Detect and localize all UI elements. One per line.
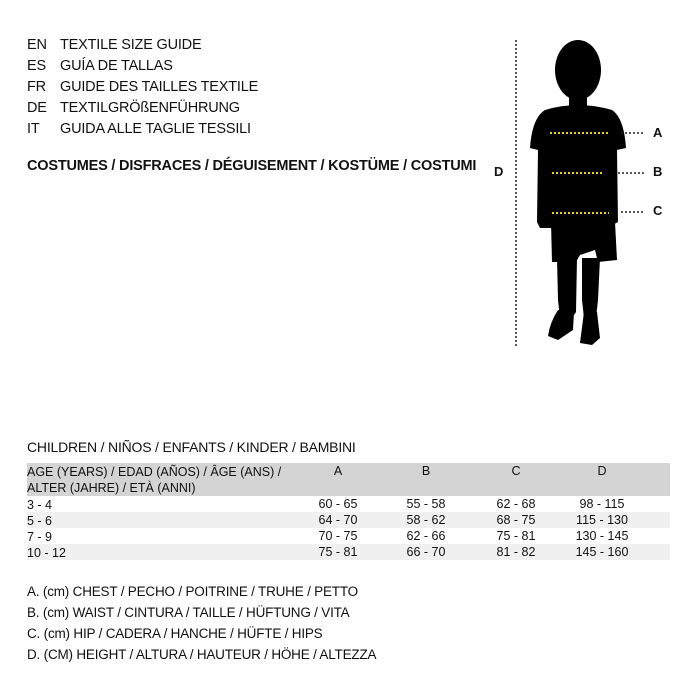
size-cell: 81 - 82: [496, 545, 536, 559]
age-header: AGE (YEARS) / EDAD (AÑOS) / ÂGE (ANS) / A…: [27, 464, 287, 496]
age-cell: 5 - 6: [27, 514, 53, 528]
title-text: GUIDE DES TAILLES TEXTILE: [60, 79, 259, 95]
lang-code: ES: [27, 58, 46, 74]
size-cell: 66 - 70: [406, 545, 446, 559]
category-heading: COSTUMES / DISFRACES / DÉGUISEMENT / KOS…: [27, 158, 477, 174]
size-cell: 115 - 130: [576, 513, 628, 527]
size-cell: 68 - 75: [496, 513, 536, 527]
lang-code: EN: [27, 37, 47, 53]
measure-guides: [550, 132, 609, 214]
title-text: GUÍA DE TALLAS: [60, 58, 173, 74]
size-cell: 75 - 81: [318, 545, 358, 559]
title-text: GUIDA ALLE TAGLIE TESSILI: [60, 121, 251, 137]
size-cell: 55 - 58: [406, 497, 446, 511]
table-row: 5 - 6 64 - 70 58 - 62 68 - 75 115 - 130: [27, 512, 670, 528]
age-cell: 3 - 4: [27, 498, 53, 512]
age-cell: 7 - 9: [27, 530, 53, 544]
legend-item: D. (CM) HEIGHT / ALTURA / HAUTEUR / HÖHE…: [27, 647, 377, 662]
size-cell: 145 - 160: [575, 545, 629, 559]
lang-code: FR: [27, 79, 46, 95]
lang-code: IT: [27, 121, 40, 137]
size-cell: 64 - 70: [318, 513, 358, 527]
size-cell: 58 - 62: [406, 513, 446, 527]
age-header-line1: AGE (YEARS) / EDAD (AÑOS) / ÂGE (ANS) /: [27, 465, 282, 479]
child-silhouette-diagram: [515, 40, 645, 346]
label-a: A: [653, 125, 663, 140]
table-header: AGE (YEARS) / EDAD (AÑOS) / ÂGE (ANS) / A…: [27, 463, 670, 496]
title-text: TEXTILGRÖßENFÜHRUNG: [60, 100, 240, 116]
title-text: TEXTILE SIZE GUIDE: [60, 37, 202, 53]
legend-item: A. (cm) CHEST / PECHO / POITRINE / TRUHE…: [27, 584, 358, 599]
label-d: D: [494, 164, 504, 179]
col-header-a: A: [333, 464, 343, 478]
size-cell: 130 - 145: [575, 529, 629, 543]
legend-item: B. (cm) WAIST / CINTURA / TAILLE / HÜFTU…: [27, 605, 350, 620]
size-cell: 75 - 81: [496, 529, 536, 543]
size-cell: 62 - 66: [406, 529, 446, 543]
table-row: 10 - 12 75 - 81 66 - 70 81 - 82 145 - 160: [27, 544, 670, 560]
size-cell: 98 - 115: [579, 497, 625, 511]
table-caption: CHILDREN / NIÑOS / ENFANTS / KINDER / BA…: [27, 439, 356, 455]
legend-item: C. (cm) HIP / CADERA / HANCHE / HÜFTE / …: [27, 626, 323, 641]
col-header-c: C: [511, 464, 521, 478]
col-header-b: B: [421, 464, 431, 478]
size-table: AGE (YEARS) / EDAD (AÑOS) / ÂGE (ANS) / A…: [27, 463, 670, 560]
child-silhouette-icon: [530, 40, 626, 345]
table-row: 7 - 9 70 - 75 62 - 66 75 - 81 130 - 145: [27, 528, 670, 544]
age-cell: 10 - 12: [27, 546, 66, 560]
lang-code: DE: [27, 100, 47, 116]
size-cell: 70 - 75: [318, 529, 358, 543]
size-cell: 62 - 68: [496, 497, 536, 511]
col-header-d: D: [597, 464, 607, 478]
table-row: 3 - 4 60 - 65 55 - 58 62 - 68 98 - 115: [27, 496, 670, 512]
age-header-line2: ALTER (JAHRE) / ETÀ (ANNI): [27, 481, 196, 495]
label-b: B: [653, 164, 663, 179]
size-cell: 60 - 65: [318, 497, 358, 511]
label-c: C: [653, 203, 663, 218]
